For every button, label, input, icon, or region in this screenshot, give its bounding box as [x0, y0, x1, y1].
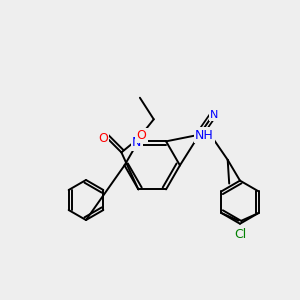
- Text: NH: NH: [195, 129, 214, 142]
- Text: O: O: [136, 129, 146, 142]
- Text: N: N: [132, 136, 142, 149]
- Text: Cl: Cl: [234, 228, 246, 241]
- Text: C: C: [195, 132, 203, 142]
- Text: N: N: [210, 110, 218, 119]
- Text: O: O: [98, 132, 108, 145]
